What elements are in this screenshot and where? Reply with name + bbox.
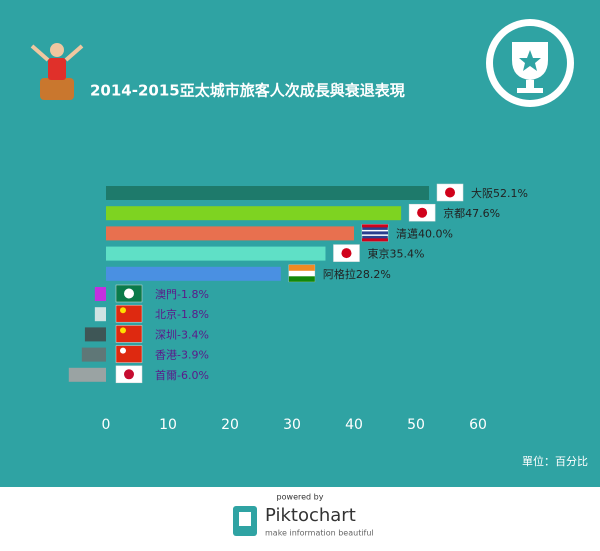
data-label: 澳門-1.8%	[155, 288, 209, 301]
flag-emblem	[120, 307, 126, 314]
bar	[106, 246, 326, 261]
category-label: 阿格拉	[323, 267, 356, 281]
unit-note: 單位：百分比	[522, 454, 588, 468]
value-label: -6.0%	[177, 369, 209, 382]
flag	[115, 345, 143, 363]
value-label: -3.9%	[177, 349, 209, 362]
data-label: 北京-1.8%	[155, 307, 209, 321]
flag-emblem	[120, 347, 126, 354]
value-label: 52.1%	[493, 187, 528, 200]
bar	[106, 226, 354, 241]
x-tick-label: 0	[102, 417, 111, 433]
flag	[408, 203, 436, 222]
data-label: 京都47.6%	[443, 206, 500, 220]
category-label: 大阪	[471, 186, 493, 200]
value-label: 40.0%	[418, 227, 453, 240]
flag-emblem	[120, 327, 126, 334]
flag-emblem	[417, 207, 428, 218]
flag	[436, 183, 464, 202]
flag-stripe	[362, 231, 388, 235]
flag	[115, 365, 143, 384]
value-label: -3.4%	[177, 328, 209, 341]
category-label: 北京	[155, 307, 177, 321]
bar	[106, 186, 430, 200]
category-label: 京都	[443, 206, 465, 220]
value-label: -1.8%	[177, 308, 209, 321]
category-label: 東京	[367, 247, 389, 261]
flag-stripe	[288, 264, 315, 271]
flag-emblem	[124, 288, 134, 299]
bar	[106, 266, 281, 281]
flag	[333, 244, 360, 262]
flag-field	[115, 325, 143, 343]
bar	[94, 287, 106, 301]
flag-field	[115, 345, 143, 363]
data-label: 阿格拉28.2%	[323, 267, 391, 281]
category-label: 清邁	[396, 226, 418, 240]
flag-emblem	[124, 369, 134, 380]
flag-emblem	[445, 187, 456, 198]
tagline: make information beautiful	[265, 529, 374, 538]
data-label: 首爾-6.0%	[155, 368, 209, 382]
flag	[288, 264, 316, 283]
x-tick-label: 60	[469, 417, 487, 433]
value-label: 35.4%	[389, 248, 424, 261]
category-label: 澳門	[155, 288, 177, 301]
bar	[94, 307, 106, 322]
trophy-icon	[486, 19, 574, 107]
x-tick-label: 50	[407, 417, 425, 433]
flag-stripe	[288, 276, 315, 282]
person-icon	[30, 43, 84, 100]
bar	[84, 327, 106, 342]
data-label: 大阪52.1%	[471, 186, 528, 200]
data-label: 香港-3.9%	[155, 349, 209, 362]
bar	[106, 206, 402, 221]
category-label: 首爾	[155, 368, 177, 382]
value-label: 28.2%	[356, 268, 391, 281]
footer-background	[0, 487, 600, 547]
x-tick-label: 20	[221, 417, 239, 433]
x-tick-label: 40	[345, 417, 363, 433]
flag-stripe	[362, 224, 388, 228]
flag-field	[115, 304, 143, 323]
flag	[115, 284, 143, 303]
powered-by: powered by	[277, 493, 324, 502]
data-label: 深圳-3.4%	[155, 328, 209, 341]
category-label: 香港	[155, 349, 177, 362]
flag-emblem	[341, 248, 352, 259]
flag	[115, 325, 143, 343]
flag	[115, 304, 143, 323]
bar	[81, 347, 106, 362]
chart-title: 2014-2015亞太城市旅客人次成長與衰退表現	[90, 82, 405, 100]
data-label: 清邁40.0%	[396, 226, 453, 240]
flag-stripe	[362, 238, 388, 242]
x-tick-label: 30	[283, 417, 301, 433]
brand: Piktochart	[265, 505, 356, 526]
flag	[361, 224, 389, 242]
value-label: 47.6%	[465, 207, 500, 220]
x-tick-label: 10	[159, 417, 177, 433]
data-label: 東京35.4%	[367, 247, 424, 261]
bar	[68, 367, 106, 382]
value-label: -1.8%	[177, 288, 209, 301]
category-label: 深圳	[155, 328, 177, 341]
piktochart-logo	[233, 506, 257, 536]
